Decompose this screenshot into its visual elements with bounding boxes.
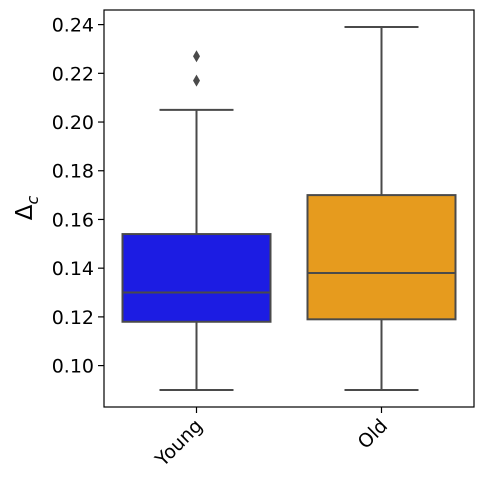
outlier-point	[193, 74, 200, 87]
y-tick-label: 0.14	[52, 258, 94, 280]
x-tick-label: Old	[354, 415, 392, 453]
iqr-box	[121, 233, 272, 323]
y-tick-label: 0.18	[52, 161, 94, 183]
box-young	[121, 50, 272, 391]
outlier-point	[193, 50, 200, 63]
y-axis: 0.10 0.12 0.14 0.16 0.18 0.20 0.22 0.24	[52, 15, 104, 378]
y-axis-label-subscript: c	[23, 196, 42, 205]
y-tick-label: 0.24	[52, 15, 94, 37]
y-axis-label: Δc	[12, 196, 42, 221]
y-tick-label: 0.22	[52, 63, 94, 85]
y-tick-label: 0.20	[52, 112, 94, 134]
box-old	[306, 26, 457, 391]
plot-area	[103, 9, 475, 408]
y-tick-label: 0.10	[52, 356, 94, 378]
boxes	[121, 26, 457, 391]
y-tick-label: 0.12	[52, 307, 94, 329]
y-tick-label: 0.16	[52, 209, 94, 231]
x-tick-label: Young	[151, 415, 207, 471]
iqr-box	[306, 194, 457, 321]
x-axis: Young Old	[151, 407, 392, 471]
